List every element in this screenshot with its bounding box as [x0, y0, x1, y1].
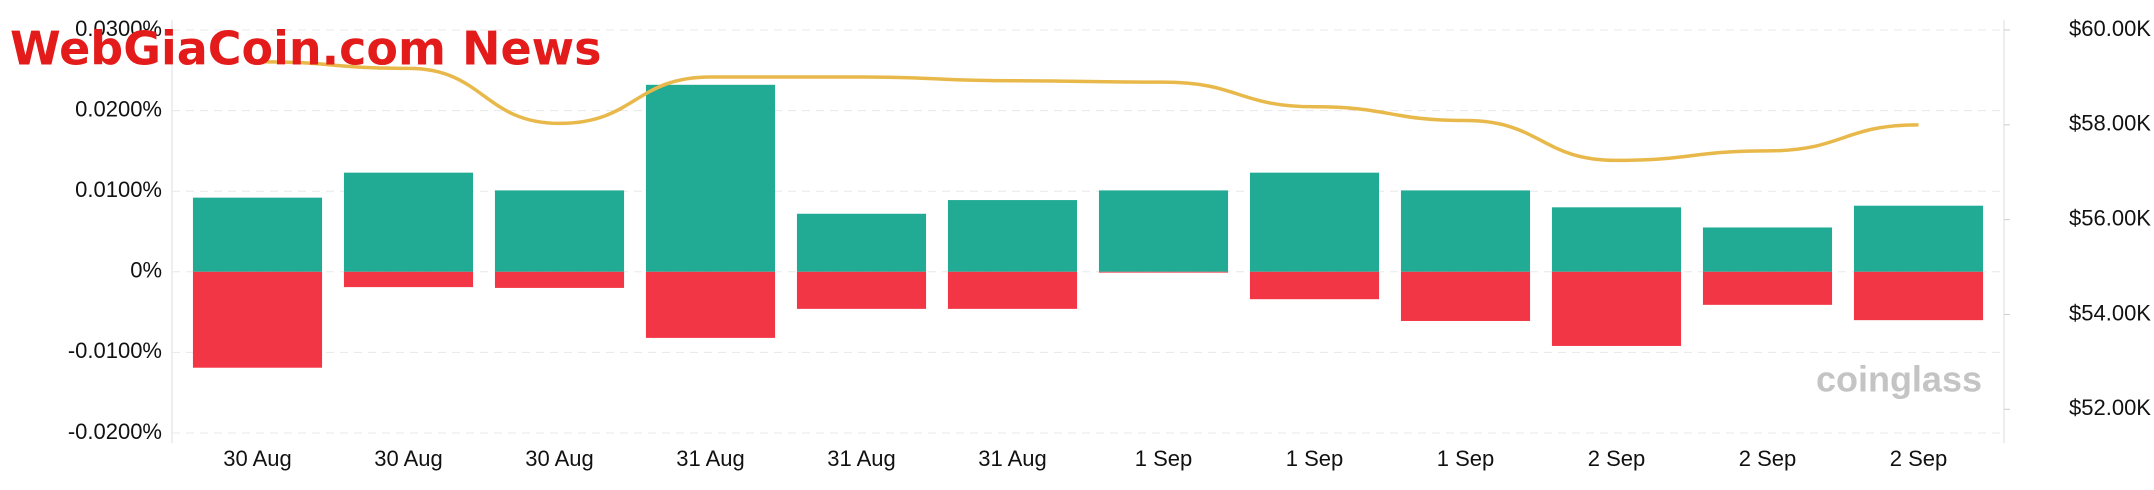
y2-tick-label: $54.00K	[2069, 300, 2151, 325]
y-tick-label: 0.0300%	[75, 16, 162, 41]
x-tick-label: 2 Sep	[1890, 446, 1948, 471]
x-tick-label: 30 Aug	[374, 446, 443, 471]
y-tick-label: -0.0100%	[68, 338, 162, 363]
bar	[1551, 207, 1682, 272]
x-tick-label: 2 Sep	[1739, 446, 1797, 471]
bar	[1249, 271, 1380, 300]
y2-tick-label: $56.00K	[2069, 205, 2151, 230]
watermark-logo: coinglass	[1816, 359, 1982, 400]
bar	[1702, 227, 1833, 272]
bar	[947, 271, 1078, 309]
x-tick-label: 30 Aug	[525, 446, 594, 471]
bar	[1400, 271, 1531, 321]
bar	[1098, 271, 1229, 273]
y2-tick-label: $58.00K	[2069, 111, 2151, 136]
y-tick-label: 0.0100%	[75, 177, 162, 202]
y2-tick-label: $60.00K	[2069, 16, 2151, 41]
y2-tick-label: $52.00K	[2069, 395, 2151, 420]
x-tick-label: 1 Sep	[1437, 446, 1495, 471]
bar	[192, 271, 323, 368]
bar	[192, 197, 323, 272]
x-tick-label: 31 Aug	[978, 446, 1047, 471]
y-tick-label: 0%	[130, 258, 162, 283]
bar	[1551, 271, 1682, 346]
bar	[494, 190, 625, 272]
bar	[645, 271, 776, 338]
bar	[1853, 205, 1984, 272]
bar	[645, 84, 776, 272]
y-tick-label: -0.0200%	[68, 419, 162, 444]
bar	[796, 271, 927, 309]
bar	[1400, 190, 1531, 272]
bar	[343, 271, 474, 288]
bar	[1098, 190, 1229, 272]
bar	[1249, 172, 1380, 272]
x-tick-label: 1 Sep	[1286, 446, 1344, 471]
x-tick-label: 31 Aug	[676, 446, 745, 471]
bar	[1702, 271, 1833, 305]
bar	[947, 200, 1078, 272]
bar	[1853, 271, 1984, 321]
bar	[494, 271, 625, 288]
x-tick-label: 31 Aug	[827, 446, 896, 471]
bar	[796, 213, 927, 272]
y-tick-label: 0.0200%	[75, 96, 162, 121]
price-line	[257, 60, 1919, 163]
x-tick-label: 30 Aug	[223, 446, 292, 471]
x-tick-label: 1 Sep	[1135, 446, 1193, 471]
watermark: WebGiaCoin.com News	[10, 22, 602, 76]
x-tick-label: 2 Sep	[1588, 446, 1646, 471]
bar	[343, 172, 474, 272]
